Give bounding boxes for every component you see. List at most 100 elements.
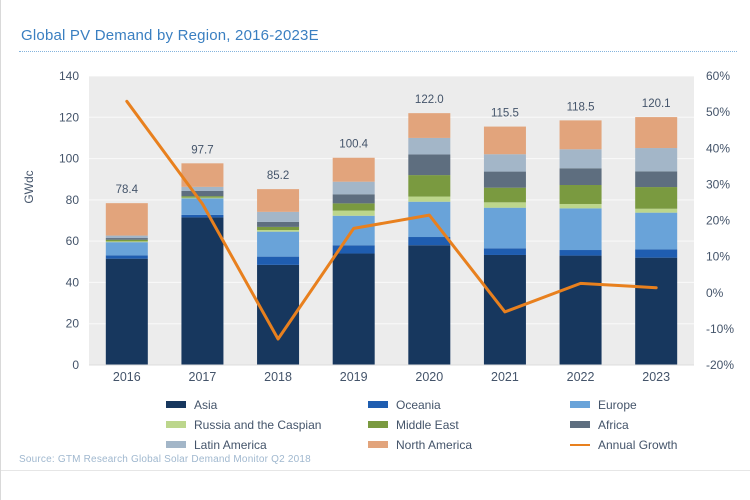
right-axis-tick: 40% xyxy=(706,141,730,155)
bar-segment-north-america-2017 xyxy=(181,163,224,187)
x-axis-label: 2018 xyxy=(264,370,292,384)
right-axis-tick: 30% xyxy=(706,177,730,191)
bar-segment-middle-east-2021 xyxy=(483,187,526,203)
bar-segment-middle-east-2017 xyxy=(181,196,224,198)
bar-segment-africa-2018 xyxy=(257,221,300,227)
right-axis-tick: -10% xyxy=(706,322,734,336)
right-axis-tick: 0% xyxy=(706,286,724,300)
bar-segment-russia-and-the-caspian-2020 xyxy=(408,196,451,202)
bar-segment-latin-america-2016 xyxy=(105,235,148,239)
bar-segment-europe-2018 xyxy=(257,231,300,257)
left-axis-tick: 100 xyxy=(59,152,79,166)
bar-segment-europe-2021 xyxy=(483,207,526,249)
bar-segment-asia-2016 xyxy=(105,258,148,365)
bar-total-label: 97.7 xyxy=(191,144,213,156)
legend-item-oceania: Oceania xyxy=(368,397,570,412)
chart-legend: Asia Oceania Europe Russia and the Caspian M… xyxy=(166,397,750,452)
right-axis-tick: -20% xyxy=(706,358,734,372)
bar-segment-north-america-2023 xyxy=(635,117,678,149)
bar-segment-russia-and-the-caspian-2016 xyxy=(105,241,148,243)
bar-segment-oceania-2021 xyxy=(483,248,526,255)
legend-color-swatch xyxy=(570,421,590,428)
x-axis-label: 2021 xyxy=(491,370,519,384)
left-axis-title: GWdc xyxy=(22,170,36,203)
bar-segment-latin-america-2023 xyxy=(635,148,678,172)
bar-segment-asia-2022 xyxy=(559,255,602,365)
bar-segment-africa-2022 xyxy=(559,168,602,185)
bar-segment-oceania-2022 xyxy=(559,250,602,256)
x-axis-label: 2016 xyxy=(113,370,141,384)
bar-segment-europe-2022 xyxy=(559,208,602,251)
bar-segment-north-america-2021 xyxy=(483,126,526,155)
bar-segment-oceania-2023 xyxy=(635,249,678,258)
x-axis-label: 2022 xyxy=(567,370,595,384)
left-axis-tick: 140 xyxy=(59,69,79,83)
left-axis-tick: 120 xyxy=(59,110,79,124)
legend-label: Russia and the Caspian xyxy=(194,417,322,432)
bar-segment-oceania-2018 xyxy=(257,256,300,265)
title-underline xyxy=(19,51,737,52)
legend-label: Europe xyxy=(598,397,637,412)
right-axis-tick: 60% xyxy=(706,69,730,83)
legend-item-north-america: North America xyxy=(368,437,570,452)
legend-color-swatch xyxy=(368,441,388,448)
bar-segment-russia-and-the-caspian-2023 xyxy=(635,208,678,213)
legend-item-africa: Africa xyxy=(570,418,750,432)
x-axis-label: 2017 xyxy=(189,370,217,384)
bar-total-label: 100.4 xyxy=(339,139,368,151)
legend-item-middle-east: Middle East xyxy=(368,418,570,432)
bar-segment-asia-2019 xyxy=(332,253,375,365)
left-axis-tick: 40 xyxy=(66,275,80,289)
bar-segment-oceania-2017 xyxy=(181,214,224,218)
bar-segment-oceania-2019 xyxy=(332,245,375,254)
bar-segment-russia-and-the-caspian-2022 xyxy=(559,203,602,209)
bar-segment-oceania-2020 xyxy=(408,237,451,246)
bar-segment-middle-east-2018 xyxy=(257,226,300,230)
bar-segment-russia-and-the-caspian-2018 xyxy=(257,229,300,232)
bar-segment-africa-2016 xyxy=(105,238,148,240)
source-note: Source: GTM Research Global Solar Demand… xyxy=(19,454,311,465)
x-axis-label: 2019 xyxy=(340,370,368,384)
bar-segment-middle-east-2016 xyxy=(105,239,148,242)
left-axis-tick: 0 xyxy=(72,358,79,372)
legend-color-swatch xyxy=(166,401,186,408)
annual-growth-line xyxy=(125,99,658,341)
bar-segment-asia-2017 xyxy=(181,217,224,365)
bar-segment-middle-east-2022 xyxy=(559,184,602,204)
bar-segment-north-america-2018 xyxy=(257,189,300,212)
left-axis-tick: 20 xyxy=(66,317,80,331)
bar-segment-russia-and-the-caspian-2021 xyxy=(483,202,526,208)
right-axis-tick: 20% xyxy=(706,214,730,228)
x-axis-label: 2020 xyxy=(415,370,443,384)
bar-segment-middle-east-2020 xyxy=(408,175,451,197)
bar-segment-africa-2021 xyxy=(483,171,526,188)
bar-segment-latin-america-2018 xyxy=(257,211,300,222)
bar-segment-north-america-2022 xyxy=(559,120,602,150)
legend-color-swatch xyxy=(570,401,590,408)
legend-label: Asia xyxy=(194,397,218,412)
legend-color-swatch xyxy=(368,421,388,428)
bar-segment-europe-2023 xyxy=(635,212,678,250)
left-axis-tick: 80 xyxy=(66,193,80,207)
right-axis-tick: 10% xyxy=(706,250,730,264)
bar-segment-latin-america-2022 xyxy=(559,149,602,169)
bar-segment-europe-2016 xyxy=(105,242,148,256)
bar-total-label: 118.5 xyxy=(567,101,595,113)
chart-title: Global PV Demand by Region, 2016-2023E xyxy=(21,27,319,44)
bar-segment-russia-and-the-caspian-2019 xyxy=(332,210,375,216)
legend-label: Oceania xyxy=(396,397,441,412)
legend-item-asia: Asia xyxy=(166,397,368,412)
legend-color-swatch xyxy=(368,401,388,408)
legend-label: Annual Growth xyxy=(598,437,678,452)
bar-segment-latin-america-2020 xyxy=(408,137,451,155)
legend-item-annual-growth: Annual Growth xyxy=(570,437,750,452)
bar-total-label: 78.4 xyxy=(116,184,139,196)
bar-segment-oceania-2016 xyxy=(105,255,148,259)
bar-total-label: 85.2 xyxy=(267,170,289,182)
bar-total-label: 122.0 xyxy=(415,94,444,106)
bar-segment-north-america-2020 xyxy=(408,113,451,138)
bar-segment-latin-america-2017 xyxy=(181,186,224,191)
legend-label: North America xyxy=(396,437,473,452)
